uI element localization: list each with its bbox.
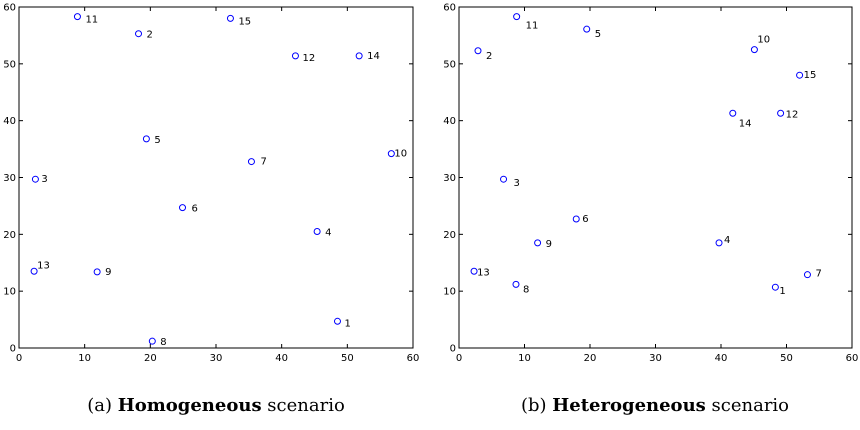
x-tick-label: 0 <box>16 353 22 364</box>
x-tick-label: 60 <box>846 353 859 364</box>
y-tick-label: 20 <box>443 230 456 241</box>
y-tick-label: 10 <box>443 287 456 298</box>
point-label-10: 10 <box>757 35 770 46</box>
scatter-point-7 <box>247 158 255 166</box>
point-label-11: 11 <box>85 15 98 26</box>
y-tick-label: 40 <box>3 116 16 127</box>
scatter-point-14 <box>355 52 363 60</box>
axes-frame <box>18 6 414 349</box>
scatter-point-12 <box>291 52 299 60</box>
y-tick-label: 40 <box>443 116 456 127</box>
point-label-7: 7 <box>815 269 821 280</box>
point-label-1: 1 <box>779 286 785 297</box>
point-label-11: 11 <box>526 21 539 32</box>
scatter-point-1 <box>333 317 341 325</box>
point-label-1: 1 <box>344 318 350 329</box>
x-tick-label: 0 <box>456 353 462 364</box>
point-label-2: 2 <box>147 30 153 41</box>
scatter-point-15 <box>226 14 234 22</box>
scatter-point-2 <box>135 30 143 38</box>
x-tick-label: 20 <box>584 353 597 364</box>
scatter-point-11 <box>513 13 521 21</box>
scatter-point-6 <box>572 215 580 223</box>
scatter-point-9 <box>93 268 101 276</box>
x-tick-label: 10 <box>518 353 531 364</box>
x-tick-label: 40 <box>715 353 728 364</box>
point-label-5: 5 <box>154 135 160 146</box>
point-label-15: 15 <box>804 70 817 81</box>
chart-caption: (b) Heterogeneous scenario <box>521 395 789 416</box>
scatter-point-11 <box>73 13 81 21</box>
scatter-point-3 <box>31 175 39 183</box>
scatter-point-13 <box>30 267 38 275</box>
scatter-point-8 <box>512 280 520 288</box>
point-label-12: 12 <box>302 53 315 64</box>
scatter-point-5 <box>142 135 150 143</box>
scatter-point-1 <box>771 283 779 291</box>
x-tick-label: 30 <box>649 353 662 364</box>
x-tick-label: 20 <box>144 353 157 364</box>
y-tick-label: 30 <box>3 173 16 184</box>
point-label-2: 2 <box>486 51 492 62</box>
point-label-15: 15 <box>238 16 251 27</box>
y-tick-label: 50 <box>443 59 456 70</box>
y-tick-label: 0 <box>10 344 16 355</box>
scatter-point-6 <box>179 204 187 212</box>
point-label-13: 13 <box>37 260 50 271</box>
scatter-point-9 <box>534 239 542 247</box>
point-label-3: 3 <box>41 174 47 185</box>
scatter-point-10 <box>750 46 758 54</box>
y-tick-label: 30 <box>443 173 456 184</box>
point-label-3: 3 <box>514 178 520 189</box>
x-tick-label: 30 <box>210 353 223 364</box>
point-label-6: 6 <box>582 214 588 225</box>
point-label-8: 8 <box>523 284 529 295</box>
chart-caption: (a) Homogeneous scenario <box>87 395 345 416</box>
point-label-4: 4 <box>724 235 730 246</box>
x-tick-label: 50 <box>341 353 354 364</box>
scatter-point-14 <box>729 109 737 117</box>
point-label-9: 9 <box>546 239 552 250</box>
point-label-9: 9 <box>105 267 111 278</box>
point-label-13: 13 <box>477 267 490 278</box>
y-tick-label: 20 <box>3 230 16 241</box>
point-label-6: 6 <box>192 204 198 215</box>
y-tick-label: 0 <box>450 344 456 355</box>
scatter-point-10 <box>387 150 395 158</box>
scatter-point-2 <box>474 47 482 55</box>
y-tick-label: 60 <box>443 3 456 14</box>
scatter-point-5 <box>583 25 591 33</box>
x-tick-label: 10 <box>78 353 91 364</box>
scatter-point-4 <box>313 227 321 235</box>
point-label-14: 14 <box>739 118 752 129</box>
y-tick-label: 10 <box>3 287 16 298</box>
y-tick-label: 50 <box>3 59 16 70</box>
scatter-point-7 <box>803 271 811 279</box>
scatter-point-8 <box>148 337 156 345</box>
point-label-12: 12 <box>786 109 799 120</box>
x-tick-label: 40 <box>275 353 288 364</box>
scatter-point-4 <box>715 239 723 247</box>
point-label-7: 7 <box>260 157 266 168</box>
scatter-point-13 <box>470 267 478 275</box>
x-tick-label: 60 <box>407 353 420 364</box>
point-label-8: 8 <box>160 337 166 348</box>
scatter-point-15 <box>796 71 804 79</box>
point-label-5: 5 <box>595 29 601 40</box>
point-label-10: 10 <box>394 149 407 160</box>
scatter-point-3 <box>500 175 508 183</box>
point-label-4: 4 <box>325 227 331 238</box>
point-label-14: 14 <box>367 51 380 62</box>
x-tick-label: 50 <box>780 353 793 364</box>
scatter-point-12 <box>777 109 785 117</box>
chart-panel-a: 0 10 20 30 40 50 60010203040506012345678910111… <box>3 3 419 417</box>
y-tick-label: 60 <box>3 3 16 14</box>
chart-panel-b: 0 10 20 30 40 50 60010203040506012345678910111… <box>443 3 858 417</box>
